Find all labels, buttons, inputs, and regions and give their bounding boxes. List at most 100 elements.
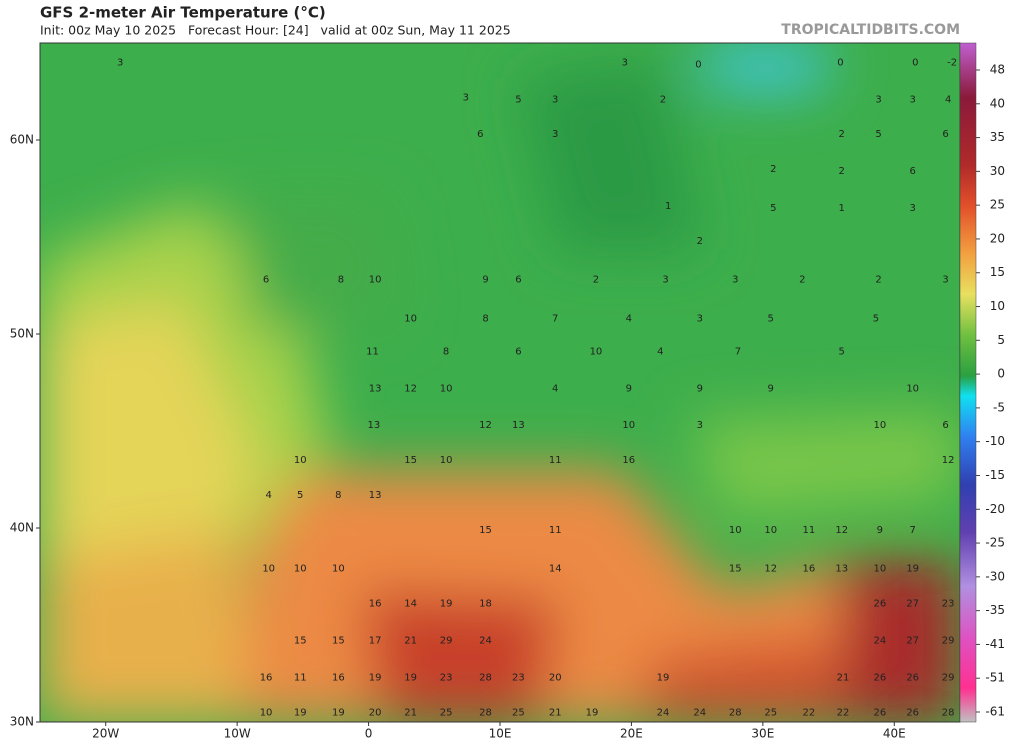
temperature-value: 25 [764, 707, 777, 718]
temperature-value: 12 [404, 383, 417, 394]
temperature-value: 19 [404, 672, 417, 683]
temperature-value: 5 [873, 313, 879, 324]
colorbar-label: -30 [985, 569, 1005, 583]
temperature-value: 28 [479, 707, 492, 718]
subtitle: Init: 00z May 10 2025 Forecast Hour: [24… [40, 23, 511, 38]
temperature-value: 24 [479, 636, 492, 647]
colorbar-label: 48 [990, 63, 1005, 77]
temperature-value: 11 [366, 346, 379, 357]
temperature-value: 12 [835, 525, 848, 536]
temperature-value: 6 [263, 275, 269, 286]
temperature-value: 2 [593, 275, 599, 286]
temperature-value: 5 [770, 203, 776, 214]
temperature-value: 11 [549, 455, 562, 466]
lon-label: 30E [751, 727, 774, 741]
temperature-value: 14 [549, 564, 562, 575]
temperature-value: 14 [404, 599, 417, 610]
temperature-value: 9 [482, 275, 488, 286]
lat-label: 30N [10, 715, 34, 729]
temperature-value: 3 [463, 92, 469, 103]
temperature-value: 22 [837, 707, 850, 718]
temperature-value: 0 [912, 57, 918, 68]
temperature-value: 5 [515, 94, 521, 105]
temperature-value: 10 [294, 455, 307, 466]
temperature-value: 5 [839, 346, 845, 357]
temperature-value: 3 [909, 203, 915, 214]
temperature-value: 13 [512, 420, 525, 431]
temperature-value: 6 [942, 129, 948, 140]
colorbar-label: -51 [985, 671, 1005, 685]
lon-label: 20E [620, 727, 643, 741]
temperature-value: 10 [590, 346, 603, 357]
colorbar-label: -41 [985, 637, 1005, 651]
temperature-value: 2 [799, 275, 805, 286]
temperature-value: 8 [335, 490, 341, 501]
temperature-value: 28 [479, 672, 492, 683]
temperature-value: 13 [369, 383, 382, 394]
lat-label: 60N [10, 133, 34, 147]
lat-label: 40N [10, 521, 34, 535]
temperature-value: 13 [369, 490, 382, 501]
lon-label: 20W [92, 727, 119, 741]
colorbar-label: -15 [985, 468, 1005, 482]
temperature-value: 25 [512, 707, 525, 718]
temperature-value: 3 [697, 420, 703, 431]
temperature-value: 27 [906, 599, 919, 610]
temperature-value: 12 [764, 564, 777, 575]
temperature-value: 10 [440, 455, 453, 466]
temperature-value: 12 [942, 455, 955, 466]
temperature-value: 2 [875, 275, 881, 286]
temperature-value: 16 [260, 672, 273, 683]
temperature-value: 18 [479, 599, 492, 610]
temperature-value: -2 [947, 57, 957, 68]
temperature-value: 8 [482, 313, 488, 324]
temperature-value: 4 [552, 383, 558, 394]
temperature-value: 27 [906, 636, 919, 647]
colorbar-label: 25 [990, 198, 1005, 212]
colorbar-label: 30 [990, 164, 1005, 178]
temperature-value: 3 [117, 57, 123, 68]
temperature-value: 8 [338, 275, 344, 286]
temperature-value: 26 [873, 672, 886, 683]
temperature-value: 23 [512, 672, 525, 683]
temperature-value: 22 [802, 707, 815, 718]
colorbar-label: -61 [985, 705, 1005, 719]
temperature-value: 15 [404, 455, 417, 466]
temperature-value: 26 [906, 672, 919, 683]
temperature-value: 9 [626, 383, 632, 394]
temperature-value: 28 [729, 707, 742, 718]
temperature-value: 9 [768, 383, 774, 394]
temperature-value: 26 [873, 707, 886, 718]
temperature-value: 26 [906, 707, 919, 718]
colorbar-label: 0 [997, 367, 1005, 381]
temperature-value: 19 [332, 707, 345, 718]
temperature-value: 8 [443, 346, 449, 357]
temperature-value: 26 [873, 599, 886, 610]
temperature-value: 2 [697, 236, 703, 247]
colorbar-label: 40 [990, 96, 1005, 110]
temperature-value: 19 [369, 672, 382, 683]
lon-label: 40E [883, 727, 906, 741]
temperature-value: 11 [549, 525, 562, 536]
temperature-value: 10 [873, 564, 886, 575]
temperature-value: 10 [262, 564, 275, 575]
colorbar-label: -5 [993, 400, 1005, 414]
temperature-value: 5 [768, 313, 774, 324]
temperature-value: 21 [404, 636, 417, 647]
temperature-value: 29 [942, 672, 955, 683]
colorbar-label: 15 [990, 265, 1005, 279]
temperature-value: 12 [479, 420, 492, 431]
temperature-value: 7 [552, 313, 558, 324]
temperature-value: 9 [877, 525, 883, 536]
temperature-value: 3 [552, 129, 558, 140]
temperature-value: 17 [369, 636, 382, 647]
temperature-value: 2 [839, 129, 845, 140]
temperature-value: 23 [440, 672, 453, 683]
temperature-value: 2 [770, 164, 776, 175]
temperature-value: 4 [945, 94, 951, 105]
temperature-value: 10 [332, 564, 345, 575]
colorbar-label: -25 [985, 536, 1005, 550]
temperature-value: 15 [479, 525, 492, 536]
temperature-value: 16 [802, 564, 815, 575]
